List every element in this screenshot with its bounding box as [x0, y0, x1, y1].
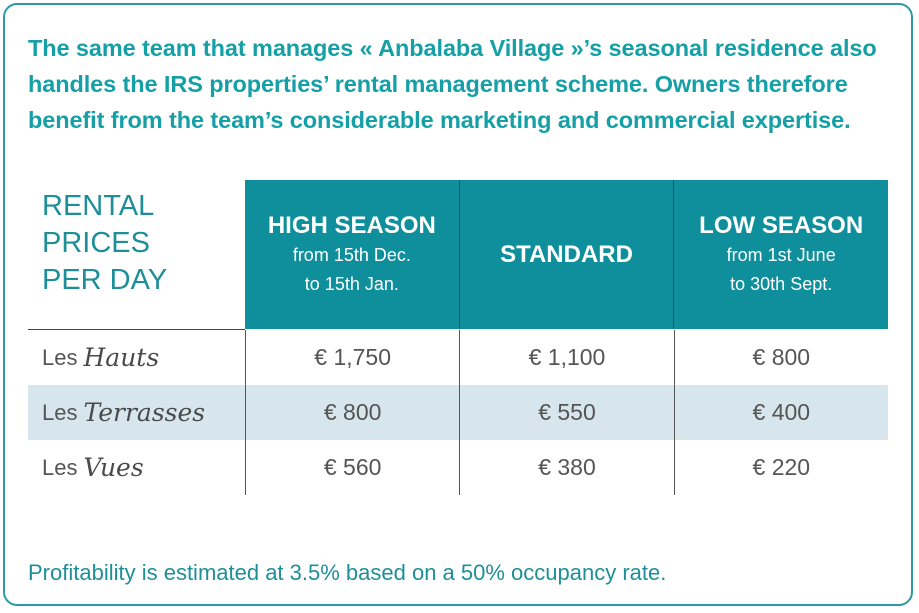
column-subtitle: to 30th Sept. [730, 273, 833, 294]
intro-line-2: handles the IRS properties’ rental manag… [28, 71, 848, 97]
row-label-prefix: Les [42, 344, 78, 370]
column-header-standard: STANDARD [458, 180, 674, 329]
price-cell: € 800 [245, 385, 459, 440]
footnote: Profitability is estimated at 3.5% based… [28, 560, 667, 585]
column-title: LOW SEASON [699, 211, 864, 239]
column-header-high-season: HIGH SEASON from 15th Dec. to 15th Jan. [245, 180, 459, 329]
intro-text: The same team that manages « Anbalaba Vi… [28, 30, 898, 138]
row-label-prefix: Les [42, 454, 78, 480]
column-subtitle: to 15th Jan. [304, 273, 399, 294]
intro-line-1: The same team that manages « Anbalaba Vi… [28, 35, 877, 61]
row-label-name: Vues [83, 453, 144, 482]
corner-label-line-2: PRICES [42, 227, 150, 259]
row-label: Les Hauts [28, 330, 245, 385]
price-cell: € 550 [459, 385, 673, 440]
price-cell: € 380 [459, 440, 673, 495]
row-label-name: Hauts [83, 343, 160, 372]
price-cell: € 800 [673, 330, 888, 385]
column-subtitle: from 1st June [726, 244, 836, 265]
corner-label-line-3: PER DAY [42, 264, 168, 296]
row-label-name: Terrasses [83, 398, 206, 427]
row-label: Les Vues [28, 440, 245, 495]
corner-divider [28, 329, 245, 330]
table-corner-label: RENTAL PRICES PER DAY [42, 188, 167, 299]
price-cell: € 220 [673, 440, 888, 495]
table-header: HIGH SEASON from 15th Dec. to 15th Jan. … [245, 180, 888, 329]
column-title: STANDARD [500, 240, 633, 268]
row-label-prefix: Les [42, 399, 78, 425]
column-header-low-season: LOW SEASON from 1st June to 30th Sept. [673, 180, 888, 329]
price-cell: € 400 [673, 385, 888, 440]
price-cell: € 1,100 [459, 330, 673, 385]
table-row-les-terrasses: Les Terrasses € 800 € 550 € 400 [28, 385, 888, 440]
row-label: Les Terrasses [28, 385, 245, 440]
column-title: HIGH SEASON [267, 211, 436, 239]
price-table-body: Les Hauts € 1,750 € 1,100 € 800 Les Terr… [28, 330, 888, 495]
corner-label-line-1: RENTAL [42, 190, 155, 222]
price-cell: € 1,750 [245, 330, 459, 385]
intro-line-3: benefit from the team’s considerable mar… [28, 107, 851, 133]
table-row-les-hauts: Les Hauts € 1,750 € 1,100 € 800 [28, 330, 888, 385]
table-row-les-vues: Les Vues € 560 € 380 € 220 [28, 440, 888, 495]
price-cell: € 560 [245, 440, 459, 495]
column-subtitle: from 15th Dec. [292, 244, 411, 265]
